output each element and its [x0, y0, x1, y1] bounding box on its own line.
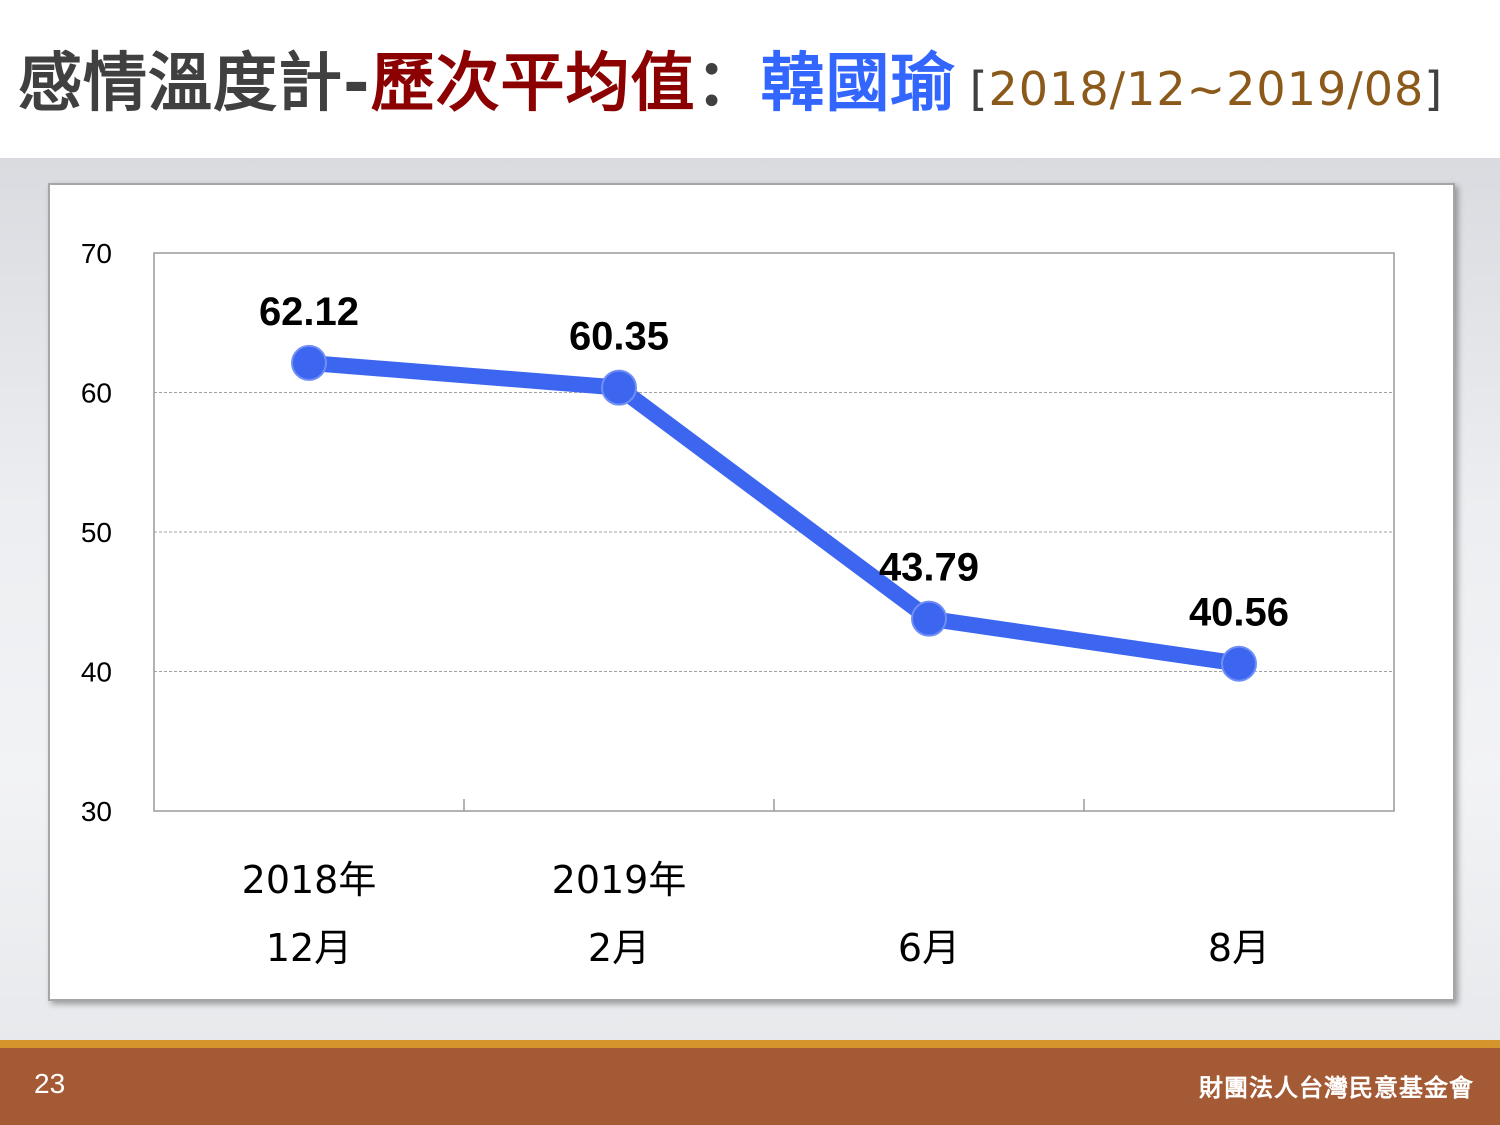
data-label-1: 60.35 [569, 315, 669, 359]
x-category-month-2: 6月 [898, 926, 960, 970]
organization-name: 財團法人台灣民意基金會 [1199, 1074, 1474, 1102]
chart-frame: 30 40 50 60 70 2018年 12月 2019年 2月 6月 8月 62.12 60.35 4… [48, 183, 1455, 1001]
slide-title: 感情溫度計-歷次平均值：韓國瑜 [2018/12~2019/08] [18, 36, 1443, 137]
data-point-2 [911, 600, 947, 637]
page-number: 23 [34, 1068, 66, 1099]
title-bracket-close: ] [1424, 62, 1444, 116]
title-part-temperature: 感情溫度計- [18, 47, 371, 121]
x-category-month-0: 12月 [266, 926, 352, 970]
data-label-2: 43.79 [879, 546, 979, 590]
title-part-average: 歷次平均值 [370, 47, 696, 121]
y-tick-label-30: 30 [81, 796, 112, 827]
y-tick-label-70: 70 [81, 238, 112, 269]
series-line-0 [301, 354, 1247, 672]
title-part-name: 韓國瑜 [760, 47, 956, 121]
x-category-year-1: 2019年 [552, 858, 687, 902]
x-category-month-1: 2月 [588, 926, 650, 970]
data-label-3: 40.56 [1189, 591, 1289, 635]
title-date-range: [2018/12~2019/08] [970, 62, 1444, 116]
footer-bar [0, 1048, 1500, 1125]
x-category-year-0: 2018年 [242, 858, 377, 902]
title-colon: ： [695, 47, 761, 121]
y-tick-label-40: 40 [81, 657, 112, 688]
line-chart: 30 40 50 60 70 2018年 12月 2019年 2月 6月 8月 62.12 60.35 4… [81, 238, 1395, 970]
footer-accent-line [0, 1040, 1500, 1048]
data-point-0 [291, 344, 327, 381]
y-tick-label-60: 60 [81, 378, 112, 409]
data-label-0: 62.12 [259, 290, 359, 334]
title-bar: 感情溫度計-歷次平均值：韓國瑜 [2018/12~2019/08] [0, 0, 1500, 158]
data-point-1 [601, 369, 637, 406]
title-bracket-open: [ [969, 62, 989, 116]
data-point-3 [1221, 645, 1257, 682]
x-category-month-3: 8月 [1208, 926, 1270, 970]
y-tick-label-50: 50 [81, 517, 112, 548]
title-range-text: 2018/12~2019/08 [988, 62, 1425, 116]
